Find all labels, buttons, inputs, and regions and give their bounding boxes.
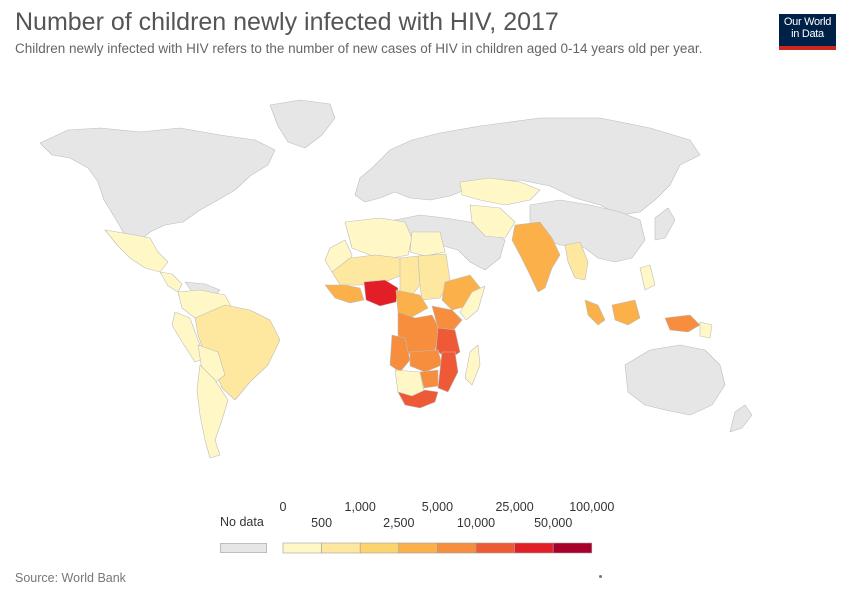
region-peru-ecuador[interactable] (171, 311, 206, 363)
region-bolivia-paraguay[interactable] (197, 344, 226, 386)
legend-color-bar (282, 542, 593, 554)
region-mexico[interactable] (104, 229, 169, 273)
legend-bottom-label: 10,000 (456, 516, 496, 530)
region-north-america[interactable] (39, 127, 276, 243)
region-uganda-kenya[interactable] (431, 305, 463, 333)
region-algeria-libya[interactable] (344, 217, 413, 259)
chart-title: Number of children newly infected with H… (15, 8, 559, 36)
region-south-africa[interactable] (397, 389, 439, 409)
region-india[interactable] (511, 221, 561, 293)
map-legend: No data 0 1,000 5,000 25,000 100,000 500 2,50… (0, 490, 850, 570)
no-data-label: No data (220, 515, 264, 529)
legend-bin-4[interactable] (437, 542, 477, 554)
legend-top-label: 5,000 (421, 500, 454, 514)
legend-bin-3[interactable] (398, 542, 438, 554)
region-png-east[interactable] (699, 321, 713, 339)
legend-top-label: 25,000 (495, 500, 534, 514)
logo-accent-bar (779, 46, 836, 50)
no-data-swatch (220, 543, 267, 553)
region-central-asia[interactable] (469, 204, 516, 239)
legend-bin-7[interactable] (552, 542, 593, 554)
region-angola[interactable] (389, 334, 411, 373)
source-note: Source: World Bank (15, 571, 126, 585)
region-west-africa-coast[interactable] (324, 284, 365, 304)
region-australia[interactable] (624, 344, 726, 416)
region-zimbabwe[interactable] (419, 369, 439, 389)
region-new-guinea[interactable] (664, 314, 701, 333)
legend-top-label: 1,000 (344, 500, 376, 514)
region-philippines[interactable] (639, 264, 656, 291)
legend-bottom-label: 500 (311, 516, 333, 530)
owid-logo[interactable]: Our World in Data (779, 14, 836, 50)
region-japan[interactable] (654, 207, 676, 241)
region-chad[interactable] (399, 255, 421, 299)
legend-top-label: 0 (279, 500, 287, 514)
legend-bin-2[interactable] (359, 542, 400, 554)
region-mongolia-kazakhstan[interactable] (459, 177, 541, 206)
region-new-zealand[interactable] (729, 404, 753, 433)
region-indonesia-sumatra[interactable] (584, 299, 606, 326)
world-map (39, 99, 753, 459)
legend-bin-1[interactable] (321, 542, 361, 554)
region-zambia-malawi[interactable] (409, 349, 443, 373)
region-myanmar-thailand[interactable] (564, 241, 589, 281)
chart-subtitle: Children newly infected with HIV refers … (15, 41, 703, 56)
region-greenland[interactable] (269, 99, 336, 149)
region-argentina-chile[interactable] (196, 364, 229, 459)
region-central-america[interactable] (159, 271, 183, 293)
legend-bottom-label: 50,000 (534, 516, 573, 530)
region-sudan[interactable] (417, 253, 451, 301)
region-somalia[interactable] (459, 285, 486, 321)
footer-dot (599, 575, 602, 578)
region-europe-russia[interactable] (354, 117, 701, 216)
region-indonesia-borneo-java[interactable] (611, 299, 641, 326)
legend-top-label: 100,000 (569, 500, 615, 514)
region-egypt[interactable] (409, 231, 446, 257)
logo-line-1: Our World (783, 16, 832, 28)
logo-line-2: in Data (791, 27, 824, 40)
legend-bin-0[interactable] (282, 542, 322, 554)
region-nigeria[interactable] (363, 279, 399, 307)
legend-bin-5[interactable] (475, 542, 515, 554)
region-mozambique[interactable] (437, 351, 459, 393)
region-madagascar[interactable] (464, 344, 481, 386)
legend-bottom-label: 2,500 (383, 516, 415, 530)
region-cameroon-car[interactable] (395, 289, 429, 319)
legend-bin-6[interactable] (514, 542, 554, 554)
